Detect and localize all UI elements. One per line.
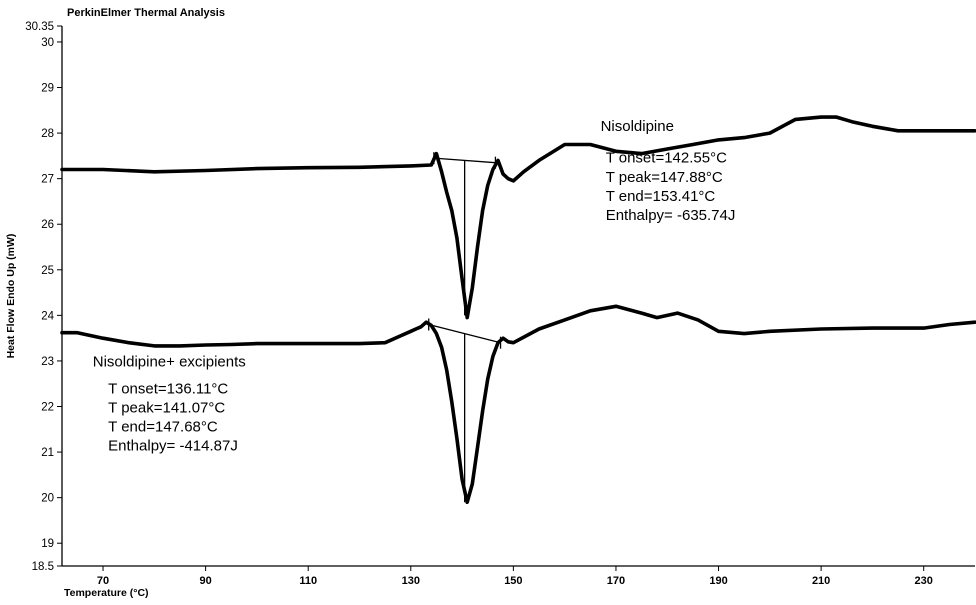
annotation-text: T peak=147.88°C <box>606 169 723 186</box>
series-line-nisoldipine <box>60 115 976 320</box>
x-axis-ticks: 70 90 110 130 150 170 190 210 230 <box>97 566 933 587</box>
x-tick-label: 130 <box>402 575 420 587</box>
y-tick-label: 21 <box>41 447 54 459</box>
annotation-text: Nisoldipine <box>601 118 674 135</box>
y-tick-label: 18.5 <box>32 561 54 573</box>
y-tick-label: 24 <box>41 310 54 322</box>
baseline-layer <box>428 152 502 503</box>
x-tick-label: 90 <box>199 575 211 587</box>
series-line-nisoldipine-excipients <box>60 304 976 504</box>
x-tick-label: 190 <box>709 575 727 587</box>
series-layer <box>60 115 976 504</box>
x-tick-label: 150 <box>504 575 522 587</box>
annotation-text: Enthalpy= -414.87J <box>108 438 238 455</box>
y-tick-label: 26 <box>41 219 54 231</box>
annotation-text: Nisoldipine+ excipients <box>93 353 246 370</box>
x-tick-label: 230 <box>915 575 933 587</box>
y-tick-label: 20 <box>41 493 54 505</box>
chart-title: PerkinElmer Thermal Analysis <box>67 7 225 19</box>
annotation-text: T end=147.68°C <box>108 419 218 436</box>
y-tick-label: 30 <box>41 37 54 49</box>
y-tick-label: 30.35 <box>25 21 54 33</box>
annotation-text: T peak=141.07°C <box>108 399 225 416</box>
y-tick-label: 23 <box>41 356 54 368</box>
annotation-layer: Nisoldipine T onset=142.55°C T peak=147.88… <box>93 118 736 455</box>
x-axis-label: Temperature (°C) <box>64 587 149 599</box>
annotation-text: T onset=142.55°C <box>606 150 727 167</box>
y-tick-label: 25 <box>41 265 54 277</box>
y-tick-label: 22 <box>41 402 54 414</box>
y-tick-label: 19 <box>41 538 54 550</box>
y-tick-label: 28 <box>41 128 54 140</box>
y-axis-ticks: 18.5 19 20 21 22 23 24 25 26 27 28 29 30 30.35 <box>25 21 62 573</box>
x-tick-label: 170 <box>607 575 625 587</box>
x-tick-label: 110 <box>299 575 317 587</box>
x-tick-label: 70 <box>97 575 109 587</box>
y-axis-label: Heat Flow Endo Up (mW) <box>5 234 17 359</box>
annotation-text: T end=153.41°C <box>606 188 716 205</box>
x-tick-label: 210 <box>812 575 830 587</box>
annotation-text: Enthalpy= -635.74J <box>606 207 736 224</box>
y-tick-label: 29 <box>41 83 54 95</box>
annotation-text: T onset=136.11°C <box>108 381 228 398</box>
y-tick-label: 27 <box>41 174 54 186</box>
